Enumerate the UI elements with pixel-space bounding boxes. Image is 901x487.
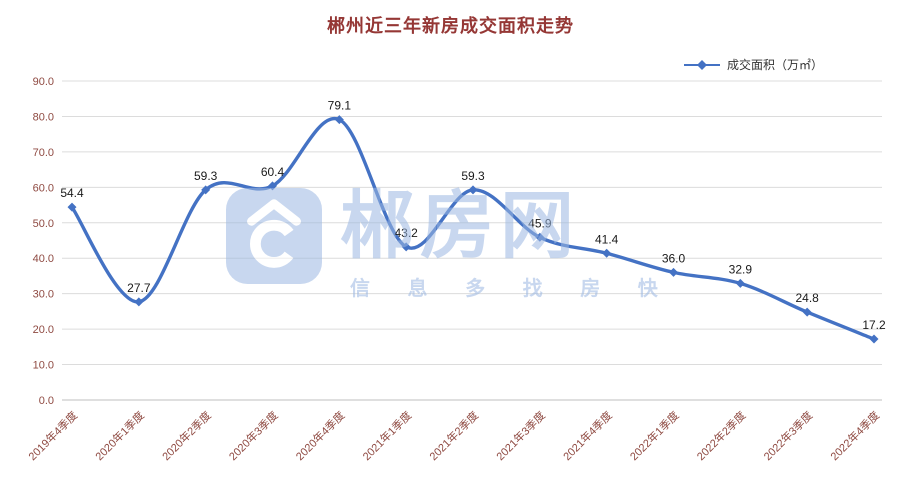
point-marker <box>869 334 879 344</box>
x-axis-label: 2022年3季度 <box>760 408 815 463</box>
point-label: 43.2 <box>394 226 418 240</box>
chart-title: 郴州近三年新房成交面积走势 <box>327 16 574 36</box>
point-label: 36.0 <box>662 251 686 265</box>
y-axis-label: 60.0 <box>33 182 54 194</box>
x-axis-label: 2021年2季度 <box>426 408 481 463</box>
point-label: 60.4 <box>261 165 285 179</box>
y-axis-label: 10.0 <box>33 360 54 372</box>
y-axis-label: 0.0 <box>39 395 54 407</box>
x-axis-label: 2022年2季度 <box>694 408 749 463</box>
y-axis-label: 50.0 <box>33 218 54 230</box>
y-axis-label: 30.0 <box>33 289 54 301</box>
y-axis-label: 90.0 <box>33 76 54 88</box>
x-axis-label: 2020年2季度 <box>159 408 214 463</box>
point-label: 24.8 <box>795 291 819 305</box>
x-axis-label: 2021年3季度 <box>493 408 548 463</box>
point-marker <box>802 307 812 317</box>
x-axis-label: 2020年1季度 <box>92 408 147 463</box>
point-marker <box>535 232 545 242</box>
x-axis-label: 2020年3季度 <box>226 408 281 463</box>
x-axis-label: 2021年4季度 <box>560 408 615 463</box>
x-axis-label: 2022年1季度 <box>627 408 682 463</box>
x-axis-label: 2021年1季度 <box>359 408 414 463</box>
x-axis-label: 2019年4季度 <box>25 408 80 463</box>
point-marker <box>334 115 344 125</box>
point-label: 59.3 <box>194 169 218 183</box>
point-label: 27.7 <box>127 281 151 295</box>
point-marker <box>735 278 745 288</box>
x-axis-label: 2022年4季度 <box>827 408 882 463</box>
point-label: 45.9 <box>528 216 552 230</box>
y-axis-label: 70.0 <box>33 147 54 159</box>
legend-line-marker-icon <box>683 59 720 70</box>
point-label: 79.1 <box>328 99 352 113</box>
x-axis-label: 2020年4季度 <box>293 408 348 463</box>
point-marker <box>67 202 77 212</box>
point-marker <box>669 267 678 277</box>
point-label: 32.9 <box>729 262 753 276</box>
point-marker <box>134 297 144 307</box>
y-axis-label: 40.0 <box>33 253 54 265</box>
y-axis-label: 80.0 <box>33 111 54 123</box>
series-line <box>70 116 876 341</box>
point-marker <box>401 242 411 252</box>
point-marker <box>201 185 211 195</box>
y-axis-label: 20.0 <box>33 324 54 336</box>
chart-legend: 成交面积（万㎡） <box>683 56 823 73</box>
point-label: 41.4 <box>595 232 619 246</box>
point-marker <box>602 248 612 258</box>
point-label: 59.3 <box>461 169 485 183</box>
legend-label: 成交面积（万㎡） <box>726 58 823 72</box>
point-label: 54.4 <box>60 186 84 200</box>
point-label: 17.2 <box>862 318 886 332</box>
point-marker <box>468 185 478 195</box>
